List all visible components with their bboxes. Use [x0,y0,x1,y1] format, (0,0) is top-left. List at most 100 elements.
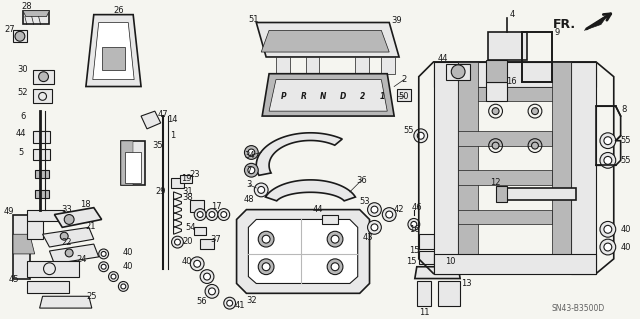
Circle shape [367,220,381,234]
Text: 12: 12 [490,178,501,187]
Text: 55: 55 [620,156,631,165]
Circle shape [65,249,73,257]
Circle shape [118,281,128,291]
Text: 40: 40 [620,242,631,252]
Text: 8: 8 [621,105,627,114]
Text: 20: 20 [182,237,193,246]
Circle shape [99,262,109,272]
Bar [33,131,51,143]
Circle shape [121,284,126,289]
Bar [180,175,192,183]
Circle shape [492,108,499,115]
Circle shape [244,163,259,177]
Polygon shape [458,210,552,224]
Circle shape [15,31,25,41]
Text: 21: 21 [86,222,96,231]
Text: 27: 27 [4,25,15,34]
Polygon shape [458,131,552,145]
Circle shape [194,260,200,267]
Polygon shape [256,133,342,175]
Text: 37: 37 [211,235,221,244]
Text: 35: 35 [152,141,163,150]
Circle shape [259,231,274,247]
Circle shape [60,232,68,240]
Text: P: P [281,92,287,101]
Circle shape [258,187,265,193]
Text: 16: 16 [506,77,516,86]
Circle shape [175,239,180,245]
Text: 53: 53 [359,197,370,206]
Text: 44: 44 [437,55,447,63]
Circle shape [382,208,396,221]
Polygon shape [262,74,394,116]
Polygon shape [433,86,596,101]
Polygon shape [497,188,577,200]
Text: 22: 22 [61,238,72,247]
Circle shape [327,231,343,247]
Text: 55: 55 [620,136,631,145]
Circle shape [414,129,428,143]
Polygon shape [27,280,69,293]
Polygon shape [572,62,596,274]
Polygon shape [86,15,141,86]
Circle shape [262,263,270,271]
Polygon shape [323,215,338,224]
Text: 33: 33 [61,205,72,214]
Circle shape [64,215,74,224]
Circle shape [451,65,465,79]
Circle shape [371,206,378,213]
Circle shape [209,288,216,295]
Text: 40: 40 [620,225,631,234]
Polygon shape [266,180,355,201]
Circle shape [600,152,616,168]
Text: 45: 45 [9,275,19,284]
Polygon shape [488,32,527,60]
Text: 50: 50 [399,92,409,101]
Polygon shape [54,208,102,227]
Polygon shape [256,23,399,57]
Polygon shape [355,57,369,74]
Bar [33,149,51,160]
Circle shape [204,273,211,280]
Circle shape [194,209,206,220]
Circle shape [221,211,227,218]
Polygon shape [125,152,141,183]
Polygon shape [419,251,433,264]
Polygon shape [433,62,458,274]
Circle shape [600,239,616,255]
Circle shape [206,209,218,220]
Polygon shape [415,267,460,278]
Text: R: R [301,92,307,101]
Bar [35,131,49,139]
Circle shape [111,274,116,279]
Circle shape [200,270,214,284]
Circle shape [600,133,616,149]
Text: 39: 39 [392,16,403,25]
Text: 29: 29 [156,187,166,197]
Polygon shape [122,141,145,185]
Circle shape [38,72,49,82]
Circle shape [224,297,236,309]
Bar [200,239,214,249]
Text: 42: 42 [394,205,404,214]
Text: 40: 40 [123,262,134,271]
Bar [35,151,49,159]
Polygon shape [419,234,433,249]
Polygon shape [495,186,508,202]
Text: 28: 28 [22,2,32,11]
Polygon shape [237,210,369,293]
Text: 5: 5 [19,148,24,157]
Text: 4: 4 [509,10,515,19]
Text: 32: 32 [246,296,257,305]
Polygon shape [438,280,460,306]
Polygon shape [397,89,411,101]
Text: 6: 6 [20,112,26,121]
Polygon shape [27,221,43,239]
Text: 44: 44 [313,205,324,214]
Text: 1: 1 [170,131,175,140]
Circle shape [101,264,106,269]
Polygon shape [433,254,596,274]
Circle shape [492,142,499,149]
Bar [35,170,49,178]
Text: 31: 31 [182,187,193,197]
